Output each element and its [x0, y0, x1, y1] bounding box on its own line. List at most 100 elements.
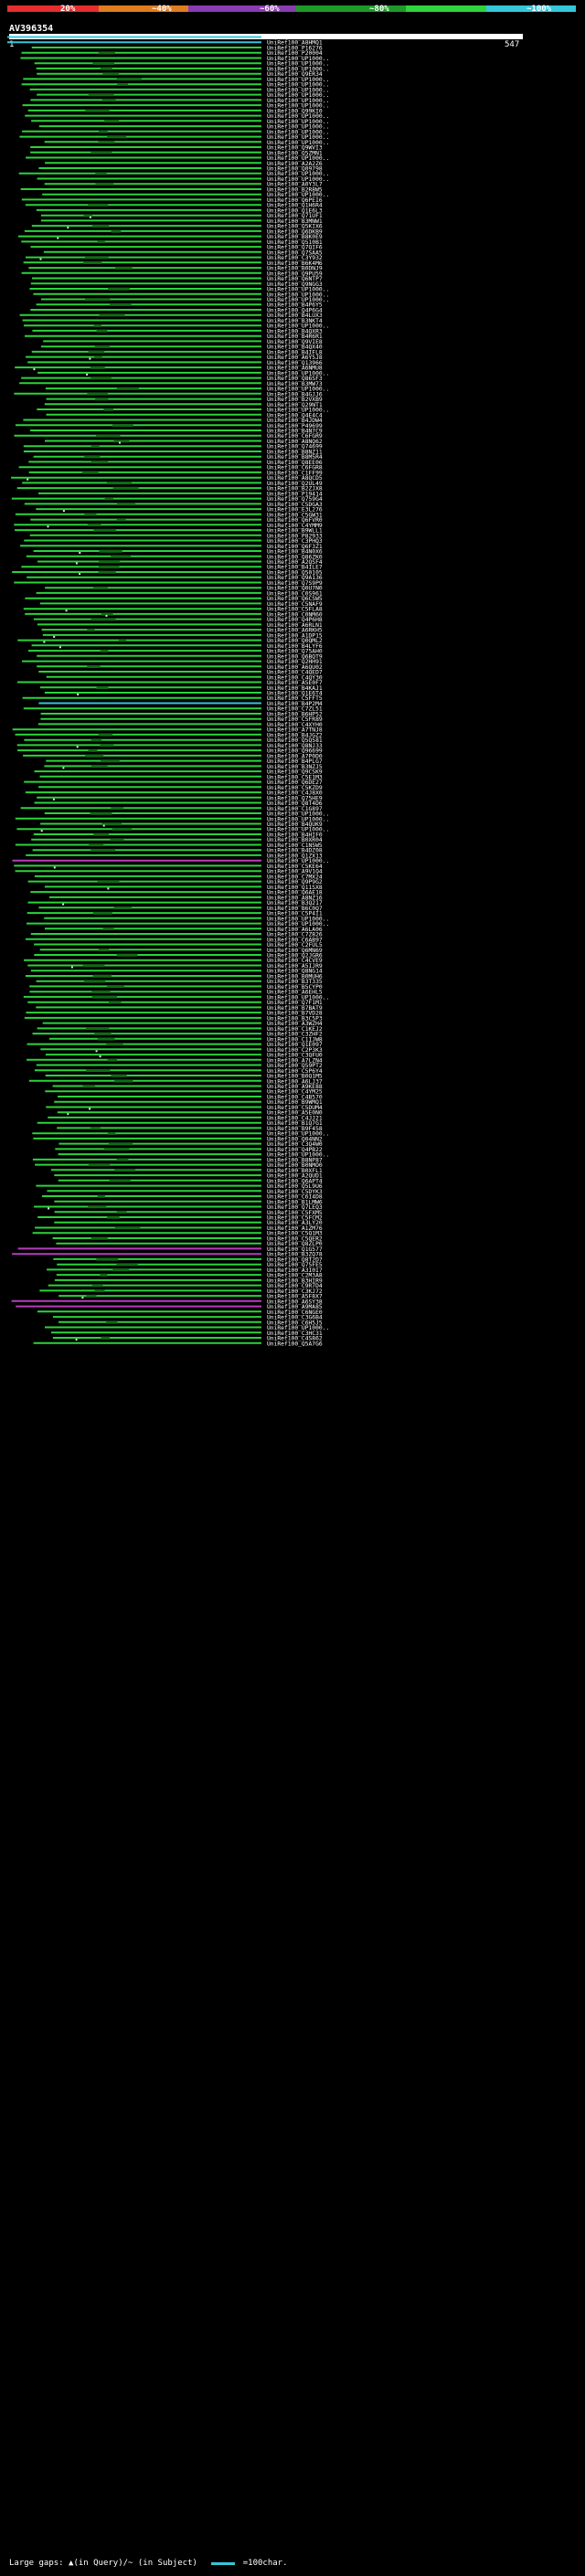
hit-label[interactable]: UniRef100_Q7SAA5	[267, 249, 323, 256]
hit-label[interactable]: UniRef100_B6HP52	[267, 712, 323, 718]
hit-row[interactable]: UniRef100_UP1000..	[22, 129, 329, 135]
hit-label[interactable]: UniRef100_C4QY30	[267, 674, 323, 681]
hit-row[interactable]: UniRef100_B4JGZ2	[15, 732, 323, 738]
hit-row[interactable]: UniRef100_C9R7D4	[48, 1283, 323, 1289]
hit-row[interactable]: UniRef100_Q9A136	[27, 575, 323, 581]
hit-row[interactable]: UniRef100_Q6DKB9	[24, 228, 323, 235]
hit-row[interactable]: UniRef100_C4CVE9	[24, 958, 323, 964]
hit-row[interactable]: UniRef100_A9V1Q4	[15, 869, 323, 875]
hit-label[interactable]: UniRef100_Q9VIE8	[267, 339, 323, 345]
hit-label[interactable]: UniRef100_C6NGE0	[267, 1309, 323, 1316]
hit-label[interactable]: UniRef100_B2VXB9	[267, 397, 323, 403]
hit-label[interactable]: UniRef100_C4YMM9	[267, 523, 323, 529]
hit-row[interactable]: UniRef100_UP1000..	[21, 82, 330, 89]
hit-row[interactable]: UniRef100_A5E0N0	[57, 1110, 323, 1117]
hit-row[interactable]: UniRef100_UP1000..	[24, 323, 329, 330]
hit-row[interactable]: UniRef100_A6LJ37	[28, 1078, 323, 1085]
hit-label[interactable]: UniRef100_B4HIF0	[267, 832, 323, 839]
hit-row[interactable]: UniRef100_UP1000..	[20, 56, 329, 62]
hit-label[interactable]: UniRef100_Q6PEI6	[267, 197, 323, 204]
hit-row[interactable]: UniRef100_B3HIR9	[54, 1277, 323, 1284]
hit-label[interactable]: UniRef100_UP1000..	[267, 66, 329, 72]
hit-row[interactable]: UniRef100_Q50105	[12, 570, 323, 577]
hit-row[interactable]: UniRef100_Q7QIF6	[30, 245, 323, 251]
hit-label[interactable]: UniRef100_Q75AH0	[267, 649, 323, 655]
hit-row[interactable]: UniRef100_B3NKT4	[22, 318, 323, 324]
hit-label[interactable]: UniRef100_B1LMW6	[267, 1199, 323, 1205]
hit-label[interactable]: UniRef100_Q8EE06	[267, 460, 323, 466]
hit-label[interactable]: UniRef100_UP1000..	[267, 176, 329, 183]
hit-label[interactable]: UniRef100_B9WMQ1	[267, 1099, 323, 1106]
hit-row[interactable]: UniRef100_UP1000..	[38, 124, 329, 131]
hit-row[interactable]: UniRef100_UP1000..	[45, 387, 329, 393]
hit-label[interactable]: UniRef100_Q510B1	[267, 239, 323, 246]
hit-label[interactable]: UniRef100_A2QUD1	[267, 1173, 323, 1180]
hit-row[interactable]: UniRef100_B3MW73	[19, 381, 323, 387]
hit-row[interactable]: UniRef100_B0DNJ9	[28, 266, 323, 272]
hit-label[interactable]: UniRef100_UP1000..	[267, 77, 329, 83]
hit-label[interactable]: UniRef100_UP1000..	[267, 1131, 329, 1138]
hit-label[interactable]: UniRef100_A1ZM76	[267, 1225, 323, 1232]
hit-label[interactable]: UniRef100_B7BAT9	[267, 1005, 323, 1012]
hit-label[interactable]: UniRef100_A6RLN1	[267, 622, 323, 629]
hit-row[interactable]: UniRef100_Q2UL49	[22, 481, 323, 487]
hit-label[interactable]: UniRef100_Q0QML2	[267, 638, 323, 644]
hit-row[interactable]: UniRef100_C4YM25	[45, 1089, 323, 1096]
hit-row[interactable]: UniRef100_B4QUK9	[40, 822, 323, 828]
hit-label[interactable]: UniRef100_C3ZHF2	[267, 1032, 323, 1038]
hit-label[interactable]: UniRef100_B3MW73	[267, 381, 323, 387]
hit-label[interactable]: UniRef100_A6QU02	[267, 664, 323, 671]
hit-label[interactable]: UniRef100_Q5ZMN1	[267, 150, 323, 156]
hit-label[interactable]: UniRef100_B1Q7G1	[267, 1120, 323, 1127]
hit-label[interactable]: UniRef100_C2FUL5	[267, 942, 323, 949]
hit-label[interactable]: UniRef100_A8NZ16	[267, 895, 323, 901]
hit-row[interactable]: UniRef100_A7P0D0	[23, 753, 323, 759]
hit-row[interactable]: UniRef100_A6RKH5	[41, 628, 323, 634]
hit-row[interactable]: UniRef100_UP1000..	[27, 921, 329, 928]
hit-row[interactable]: UniRef100_B3Q217	[27, 900, 323, 906]
hit-row[interactable]: UniRef100_Q1ZX13	[26, 853, 323, 859]
hit-label[interactable]: UniRef100_C5DUM4	[267, 1105, 323, 1111]
hit-row[interactable]: UniRef100_A6SY38	[11, 1299, 323, 1305]
hit-label[interactable]: UniRef100_UP1000..	[267, 1325, 329, 1331]
hit-row[interactable]: UniRef100_C2P3K3	[40, 1047, 323, 1054]
hit-label[interactable]: UniRef100_Q9ER34	[267, 71, 323, 78]
hit-row[interactable]: UniRef100_B9WMQ1	[54, 1099, 323, 1106]
hit-row[interactable]: UniRef100_Q8NJ33	[16, 743, 323, 749]
hit-row[interactable]: UniRef100_P16276	[31, 46, 323, 52]
hit-row[interactable]: UniRef100_UP1000..	[29, 87, 330, 93]
hit-row[interactable]: UniRef100_Q9PU59	[21, 270, 323, 277]
hit-row[interactable]: UniRef100_Q4P6H8	[33, 617, 323, 623]
hit-row[interactable]: UniRef100_Q9CSK9	[34, 769, 323, 776]
hit-row[interactable]: UniRef100_A9MA85	[16, 1304, 323, 1310]
hit-row[interactable]: UniRef100_Q1E6T4	[44, 691, 323, 697]
hit-row[interactable]: UniRef100_A8QCD5	[11, 475, 323, 482]
hit-row[interactable]: UniRef100_UP1000..	[32, 1131, 329, 1138]
hit-row[interactable]: UniRef100_C3Q4W0	[58, 1141, 323, 1148]
hit-row[interactable]: UniRef100_B4N7C9	[30, 429, 323, 435]
hit-label[interactable]: UniRef100_Q6DKB9	[267, 228, 323, 235]
hit-label[interactable]: UniRef100_A6LA06	[267, 927, 323, 933]
hit-row[interactable]: UniRef100_B1LMW6	[54, 1199, 323, 1205]
hit-label[interactable]: UniRef100_C2M3A8	[267, 1273, 323, 1279]
hit-label[interactable]: UniRef100_C5DYK3	[267, 1189, 323, 1195]
hit-label[interactable]: UniRef100_C1N5W5	[267, 843, 323, 849]
hit-label[interactable]: UniRef100_A9V1Q4	[267, 869, 323, 875]
hit-row[interactable]: UniRef100_UP1000..	[12, 858, 330, 864]
hit-label[interactable]: UniRef100_Q7QIF6	[267, 245, 323, 251]
hit-label[interactable]: UniRef100_Q29NT1	[267, 402, 323, 408]
hit-row[interactable]: UniRef100_A8J146	[7, 35, 323, 41]
hit-row[interactable]: UniRef100_Q8EE06	[28, 460, 323, 466]
hit-row[interactable]: UniRef100_A3I0I7	[47, 1267, 323, 1274]
hit-row[interactable]: UniRef100_A7TNJ8	[12, 727, 323, 734]
hit-label[interactable]: UniRef100_C5P6Y4	[267, 1068, 323, 1075]
hit-row[interactable]: UniRef100_B4DZ08	[32, 848, 323, 854]
hit-label[interactable]: UniRef100_Q09798	[267, 166, 323, 173]
hit-row[interactable]: UniRef100_A3LY20	[54, 1220, 323, 1226]
hit-row[interactable]: UniRef100_C1KEJ2	[37, 1026, 323, 1033]
hit-label[interactable]: UniRef100_UP1000..	[267, 858, 329, 864]
hit-label[interactable]: UniRef100_C5GW31	[267, 512, 323, 518]
hit-row[interactable]: UniRef100_B7BAT9	[36, 1005, 323, 1012]
hit-row[interactable]: UniRef100_C1FF99	[28, 470, 323, 476]
hit-row[interactable]: UniRef100_C3HC31	[51, 1330, 323, 1337]
